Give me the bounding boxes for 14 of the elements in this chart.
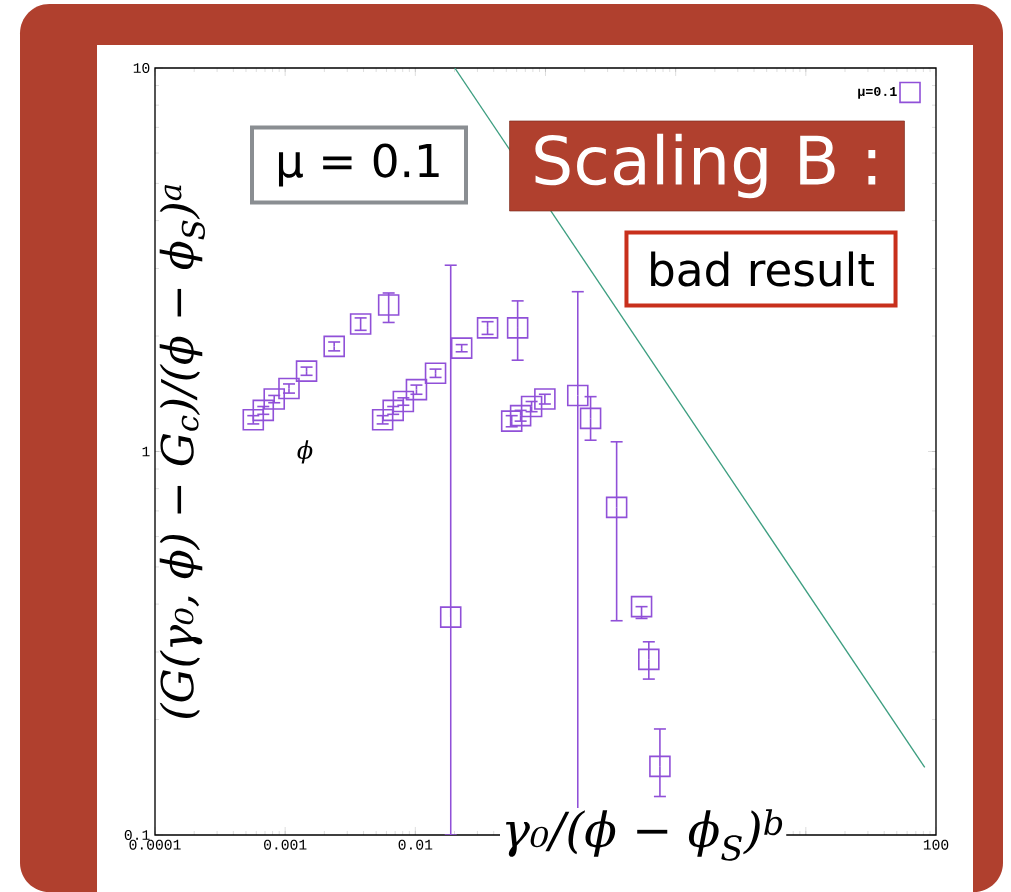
legend-label: μ=0.1 bbox=[858, 86, 897, 99]
annotation: ϕ bbox=[297, 440, 313, 464]
y-tick-label: 0.1 bbox=[124, 830, 150, 840]
x-axis-title: γ₀/(ϕ − ϕ$_{S}$)$^{b}$ bbox=[505, 809, 783, 861]
annotation: bad result bbox=[651, 251, 874, 287]
y-tick-label: 1 bbox=[142, 446, 150, 457]
x-tick-label: 100 bbox=[923, 839, 949, 850]
y-axis-title: (G(γ₀, ϕ) − G$_{c}$)/(ϕ − ϕ$_{S}$)$^{a}$ bbox=[159, 185, 205, 718]
y-tick-label: 10 bbox=[133, 63, 150, 73]
annotation: μ = 0.1 bbox=[278, 143, 439, 187]
x-tick-label: 0.0001 bbox=[129, 839, 181, 850]
x-tick-label: 0.001 bbox=[264, 839, 307, 850]
x-tick-label: 0.01 bbox=[398, 839, 433, 850]
annotation: Scaling B : bbox=[535, 133, 876, 199]
